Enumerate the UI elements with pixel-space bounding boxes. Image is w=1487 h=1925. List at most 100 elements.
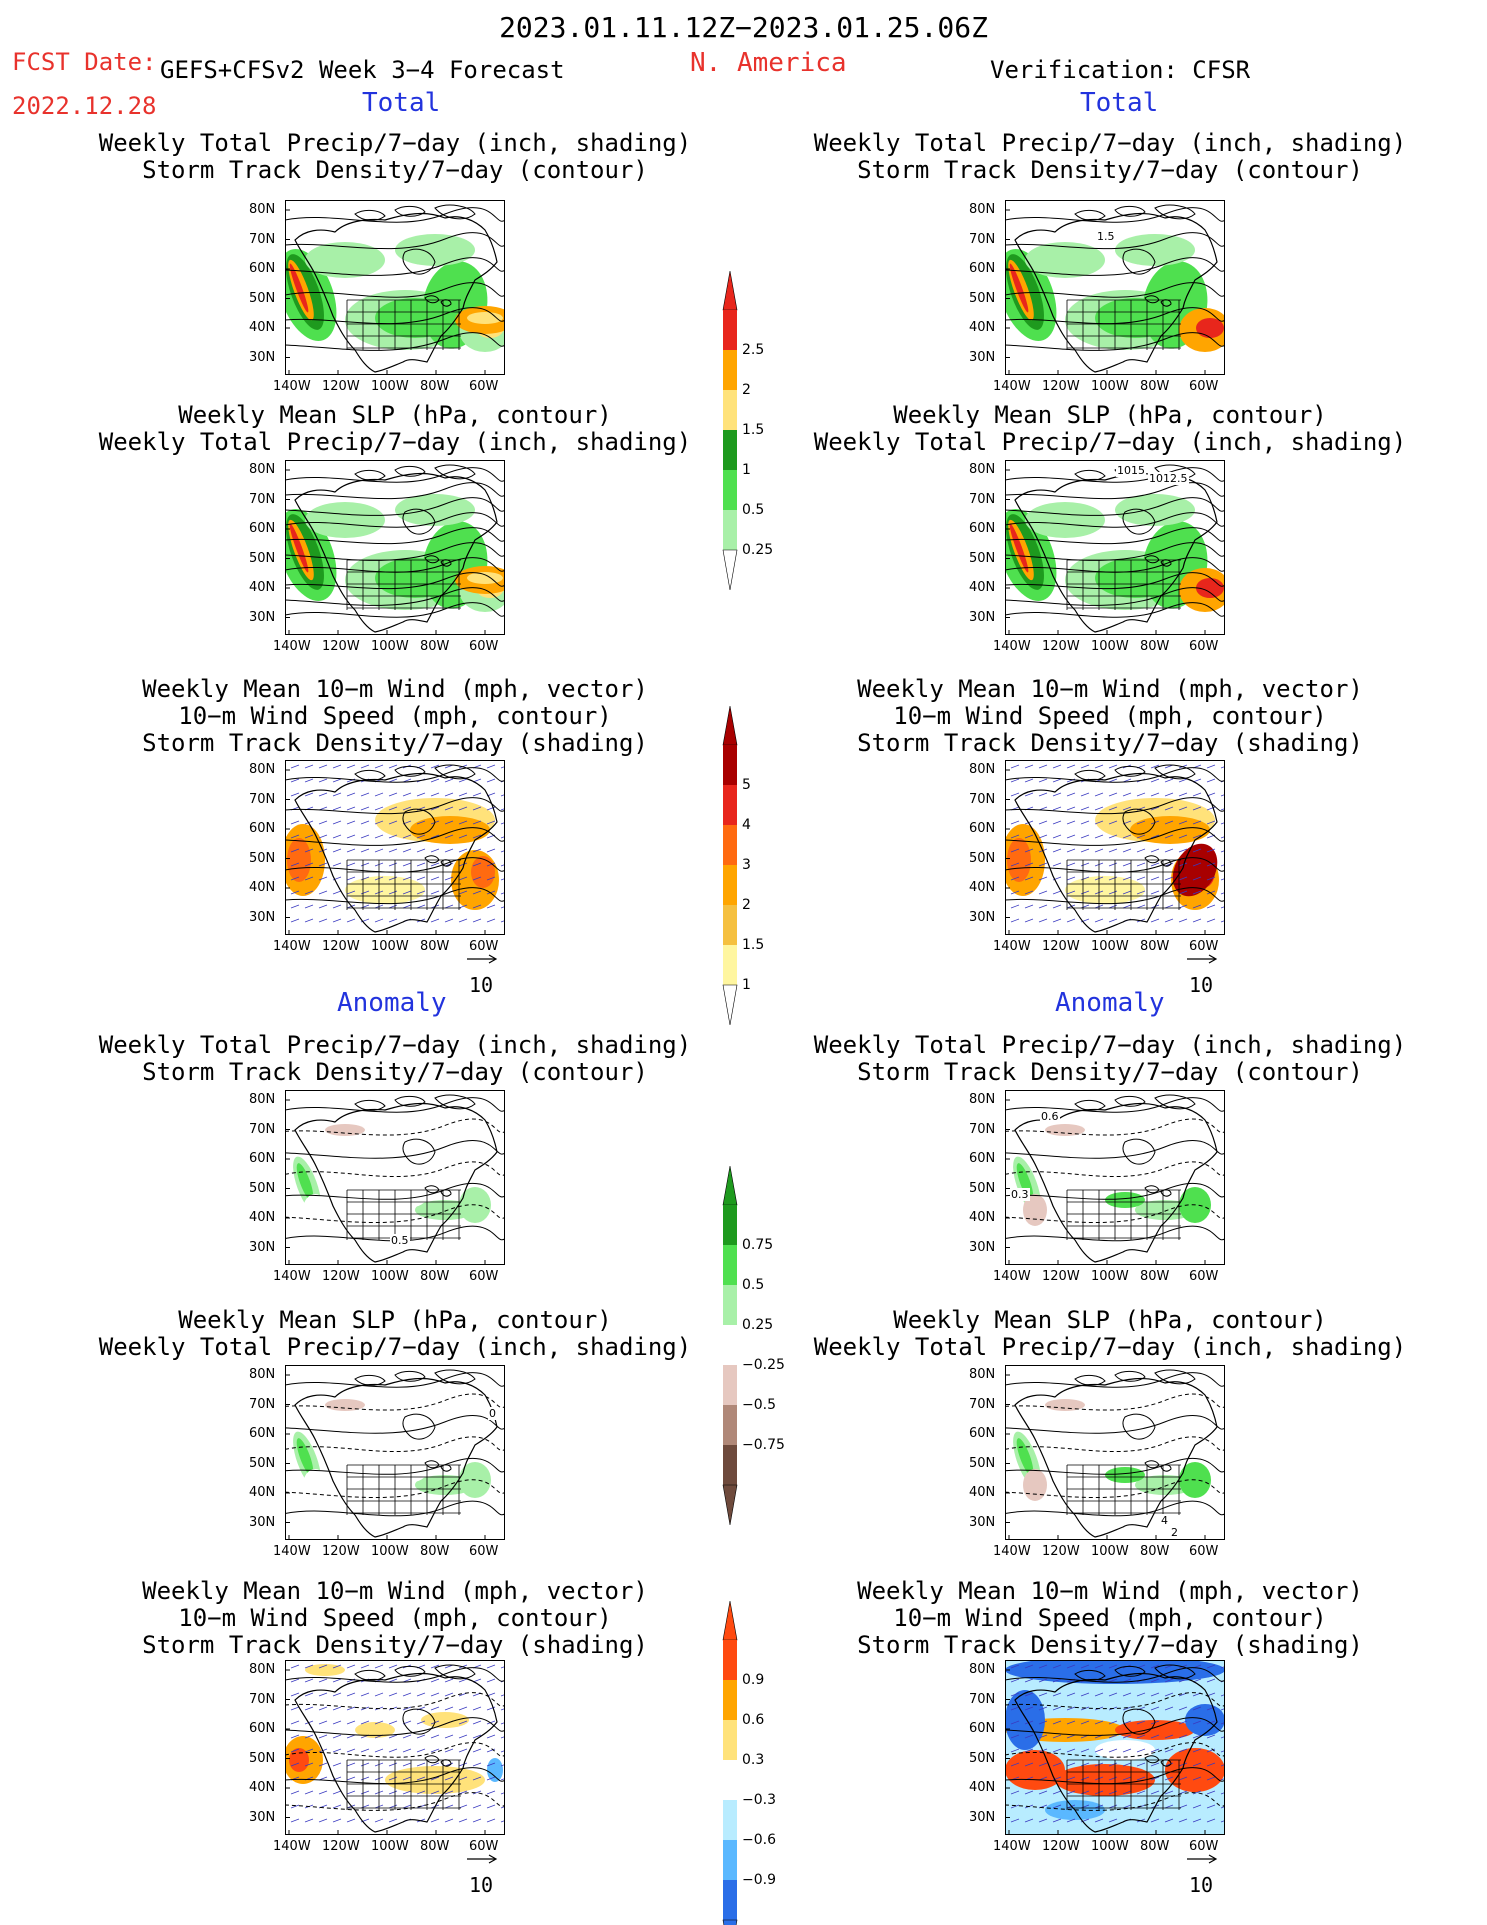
panel-8-title-line: Storm Track Density/7−day (contour) — [857, 1058, 1363, 1086]
panel-6-title-line: Weekly Mean 10−m Wind (mph, vector) — [857, 675, 1363, 703]
panel-11-vector-ref-label: 10 — [469, 1873, 494, 1897]
panel-4-lon-label: 120W — [1042, 639, 1080, 654]
panel-2-lat-label: 50N — [969, 290, 996, 306]
panel-3-title: Weekly Mean SLP (hPa, contour) Weekly Tot… — [95, 402, 695, 456]
map-contour-label: 0 — [488, 1407, 497, 1420]
panel-8-lat-label: 70N — [969, 1121, 996, 1137]
map-contour-label: 0.3 — [1010, 1188, 1030, 1201]
panel-9-lat-label: 80N — [249, 1367, 276, 1382]
panel-7-lat-label: 80N — [249, 1092, 276, 1107]
colorbar-track_total-label: 5 — [742, 777, 751, 793]
colorbar-track_anom-label: −0.9 — [742, 1872, 776, 1888]
panel-8-lon-label: 80W — [1140, 1269, 1170, 1284]
panel-5-lon-label: 80W — [420, 939, 450, 954]
panel-6-title: Weekly Mean 10−m Wind (mph, vector) 10−m … — [810, 676, 1410, 757]
panel-11-title-line: Weekly Mean 10−m Wind (mph, vector) — [142, 1577, 648, 1605]
panel-2-lat-label: 60N — [969, 261, 996, 276]
panel-11-lat-label: 40N — [249, 1780, 276, 1795]
panel-2-lon-label: 120W — [1042, 379, 1080, 394]
panel-3-lon-label: 80W — [420, 639, 450, 654]
panel-12-title: Weekly Mean 10−m Wind (mph, vector) 10−m … — [810, 1578, 1410, 1659]
map-contour-label: 4 — [1160, 1514, 1169, 1527]
panel-12-vector-ref-label: 10 — [1189, 1873, 1214, 1897]
panel-7-lat-label: 50N — [249, 1180, 276, 1196]
colorbar-precip_anom-label: 0.5 — [742, 1277, 765, 1293]
panel-8-lat-label: 40N — [969, 1210, 996, 1225]
panel-1-map — [277, 200, 515, 379]
panel-1-lon-label: 140W — [273, 379, 311, 394]
panel-12-vector-ref: 10 — [1185, 1854, 1218, 1897]
colorbar-track_anom-label: 0.9 — [742, 1672, 765, 1688]
panel-3-lon-label: 60W — [469, 639, 499, 654]
panel-6-title-line: 10−m Wind Speed (mph, contour) — [893, 702, 1327, 730]
panel-9-lat-label: 70N — [249, 1396, 276, 1412]
section-total-right: Total — [1080, 88, 1159, 118]
panel-10-lat-label: 30N — [969, 1514, 996, 1530]
panel-5-lat-label: 80N — [249, 762, 276, 777]
panel-5-lon-label: 100W — [371, 939, 409, 954]
panel-3-lat-label: 30N — [249, 609, 276, 625]
panel-4-lon-label: 60W — [1189, 639, 1219, 654]
panel-12-lon-label: 100W — [1091, 1839, 1129, 1854]
panel-10-lat-label: 50N — [969, 1455, 996, 1471]
panel-9-lat-label: 40N — [249, 1485, 276, 1500]
panel-9-lon-label: 140W — [273, 1544, 311, 1559]
colorbar-track_total-label: 1.5 — [742, 937, 765, 953]
panel-4-title-line: Weekly Total Precip/7−day (inch, shading… — [813, 428, 1407, 456]
panel-2-lat-label: 70N — [969, 231, 996, 247]
panel-8-lat-label: 80N — [969, 1092, 996, 1107]
panel-12-lon-label: 60W — [1189, 1839, 1219, 1854]
panel-6-vector-ref-label: 10 — [1189, 973, 1214, 997]
panel-7-lon-label: 80W — [420, 1269, 450, 1284]
panel-7-lon-label: 120W — [322, 1269, 360, 1284]
panel-10-title-line: Weekly Total Precip/7−day (inch, shading… — [813, 1333, 1407, 1361]
panel-1-lon-label: 100W — [371, 379, 409, 394]
panel-12-lon-label: 120W — [1042, 1839, 1080, 1854]
panel-12-lon-label: 80W — [1140, 1839, 1170, 1854]
panel-11-lon-label: 140W — [273, 1839, 311, 1854]
panel-6-lon-label: 140W — [993, 939, 1031, 954]
panel-8-title-line: Weekly Total Precip/7−day (inch, shading… — [813, 1031, 1407, 1059]
panel-4-lon-label: 80W — [1140, 639, 1170, 654]
fcst-date-value: 2022.12.28 — [12, 92, 157, 120]
panel-6-lat-label: 40N — [969, 880, 996, 895]
panel-7-lon-label: 140W — [273, 1269, 311, 1284]
panel-10-title: Weekly Mean SLP (hPa, contour) Weekly Tot… — [810, 1307, 1410, 1361]
panel-6-lon-label: 60W — [1189, 939, 1219, 954]
colorbar-track_anom-label: 0.3 — [742, 1752, 765, 1768]
panel-6-lon-label: 80W — [1140, 939, 1170, 954]
panel-5-lat-label: 30N — [249, 909, 276, 925]
panel-8-lon-label: 140W — [993, 1269, 1031, 1284]
panel-12-map — [1004, 1656, 1230, 1839]
panel-9-title-line: Weekly Mean SLP (hPa, contour) — [178, 1306, 612, 1334]
panel-10-title-line: Weekly Mean SLP (hPa, contour) — [893, 1306, 1327, 1334]
panel-2-lat-label: 30N — [969, 349, 996, 365]
panel-2-lon-label: 100W — [1091, 379, 1129, 394]
panel-8-lon-label: 120W — [1042, 1269, 1080, 1284]
section-anomaly-right: Anomaly — [1055, 988, 1165, 1018]
colorbar-track_total-label: 4 — [742, 817, 751, 833]
region-title: N. America — [690, 48, 847, 78]
panel-2-title-line: Weekly Total Precip/7−day (inch, shading… — [813, 129, 1407, 157]
panel-10-map — [1004, 1365, 1226, 1544]
panel-1-lat-label: 70N — [249, 231, 276, 247]
colorbar-track_total-label: 3 — [742, 857, 751, 873]
panel-7-lat-label: 30N — [249, 1239, 276, 1255]
colorbar-track_anom-label: 0.6 — [742, 1712, 765, 1728]
panel-11-lon-label: 80W — [420, 1839, 450, 1854]
verification-title: Verification: CFSR — [990, 56, 1251, 84]
map-contour-label: 1015 — [1116, 464, 1146, 477]
panel-8-map — [1004, 1090, 1226, 1269]
panel-1-lat-label: 60N — [249, 261, 276, 276]
panel-12-title-line: 10−m Wind Speed (mph, contour) — [893, 1604, 1327, 1632]
panel-12-lat-label: 40N — [969, 1780, 996, 1795]
panel-11-lat-label: 70N — [249, 1691, 276, 1707]
panel-4-lon-label: 100W — [1091, 639, 1129, 654]
colorbar-precip_total-label: 1.5 — [742, 422, 765, 438]
fcst-date-label: FCST Date: — [12, 48, 157, 76]
panel-9-lon-label: 120W — [322, 1544, 360, 1559]
panel-2-title: Weekly Total Precip/7−day (inch, shading… — [810, 130, 1410, 184]
colorbar-track_total-label: 1 — [742, 977, 751, 993]
panel-7-lat-label: 60N — [249, 1151, 276, 1166]
colorbar-track_anom — [722, 1600, 738, 1925]
